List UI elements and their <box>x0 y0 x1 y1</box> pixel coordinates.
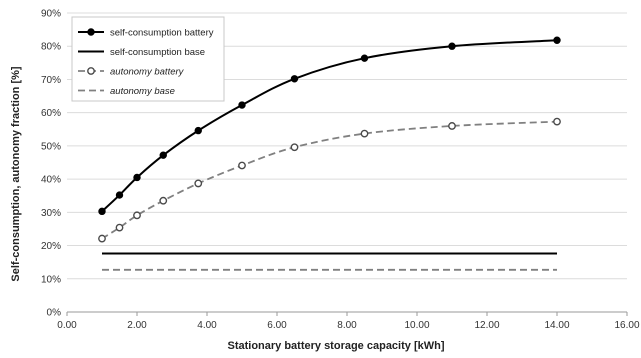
legend-label: autonomy battery <box>110 67 185 78</box>
legend-marker <box>87 28 95 36</box>
y-axis-title: Self-consumption, autonomy fraction [%] <box>10 66 22 281</box>
axes <box>66 311 628 316</box>
y-tick-label: 30% <box>41 208 61 219</box>
series-markers <box>98 36 561 243</box>
data-point-2 <box>159 196 168 205</box>
data-point-0 <box>553 36 561 44</box>
data-point-2 <box>448 122 456 130</box>
legend-item: autonomy battery <box>78 67 185 78</box>
data-point-0 <box>98 207 106 216</box>
series-line-0 <box>101 39 558 213</box>
legend-marker <box>87 67 95 75</box>
series-line-2 <box>101 120 558 240</box>
y-tick-label: 20% <box>41 241 61 252</box>
y-tick-label: 80% <box>41 42 61 53</box>
data-point-2 <box>290 143 299 152</box>
data-point-0 <box>194 126 202 135</box>
y-tick-label: 60% <box>41 108 61 119</box>
x-tick-label: 12.00 <box>474 320 499 331</box>
y-tick-label: 0% <box>47 308 62 319</box>
legend-item: autonomy base <box>78 86 175 97</box>
y-tick-label: 70% <box>41 75 61 86</box>
data-point-0 <box>360 54 369 62</box>
series-lines <box>101 39 558 271</box>
data-point-2 <box>115 223 124 232</box>
legend-label: self-consumption battery <box>110 28 214 39</box>
x-tick-label: 6.00 <box>267 320 287 331</box>
data-point-2 <box>98 234 106 243</box>
data-point-2 <box>238 161 246 170</box>
y-tick-label: 40% <box>41 175 61 186</box>
data-point-0 <box>159 151 167 159</box>
data-point-0 <box>133 173 141 182</box>
y-tick-label: 90% <box>41 9 61 20</box>
x-tick-label: 8.00 <box>337 320 357 331</box>
x-tick-label: 16.00 <box>614 320 639 331</box>
legend-item: self-consumption base <box>78 47 205 58</box>
data-point-0 <box>448 42 456 50</box>
data-point-0 <box>115 191 124 199</box>
tick-labels: 0% 10% 20% 30% 40% 50% 60% 70% 80% 90% 0.00 2.00 4.0… <box>41 9 640 332</box>
legend: self-consumption battery self-consumption… <box>71 16 225 102</box>
legend-label: autonomy base <box>110 86 175 97</box>
legend-item: self-consumption battery <box>78 28 214 39</box>
x-tick-label: 10.00 <box>404 320 429 331</box>
x-tick-label: 14.00 <box>544 320 569 331</box>
y-tick-label: 50% <box>41 141 61 152</box>
y-tick-label: 10% <box>41 274 61 285</box>
data-point-0 <box>290 75 299 83</box>
data-point-2 <box>553 117 561 126</box>
legend-label: self-consumption base <box>110 47 205 58</box>
x-tick-label: 4.00 <box>197 320 217 331</box>
x-axis-title: Stationary battery storage capacity [kWh… <box>227 340 444 352</box>
data-point-2 <box>194 179 203 188</box>
data-point-2 <box>360 129 369 138</box>
data-point-0 <box>238 101 246 109</box>
x-tick-label: 0.00 <box>57 320 77 331</box>
x-tick-label: 2.00 <box>127 320 147 331</box>
data-point-2 <box>133 211 141 220</box>
